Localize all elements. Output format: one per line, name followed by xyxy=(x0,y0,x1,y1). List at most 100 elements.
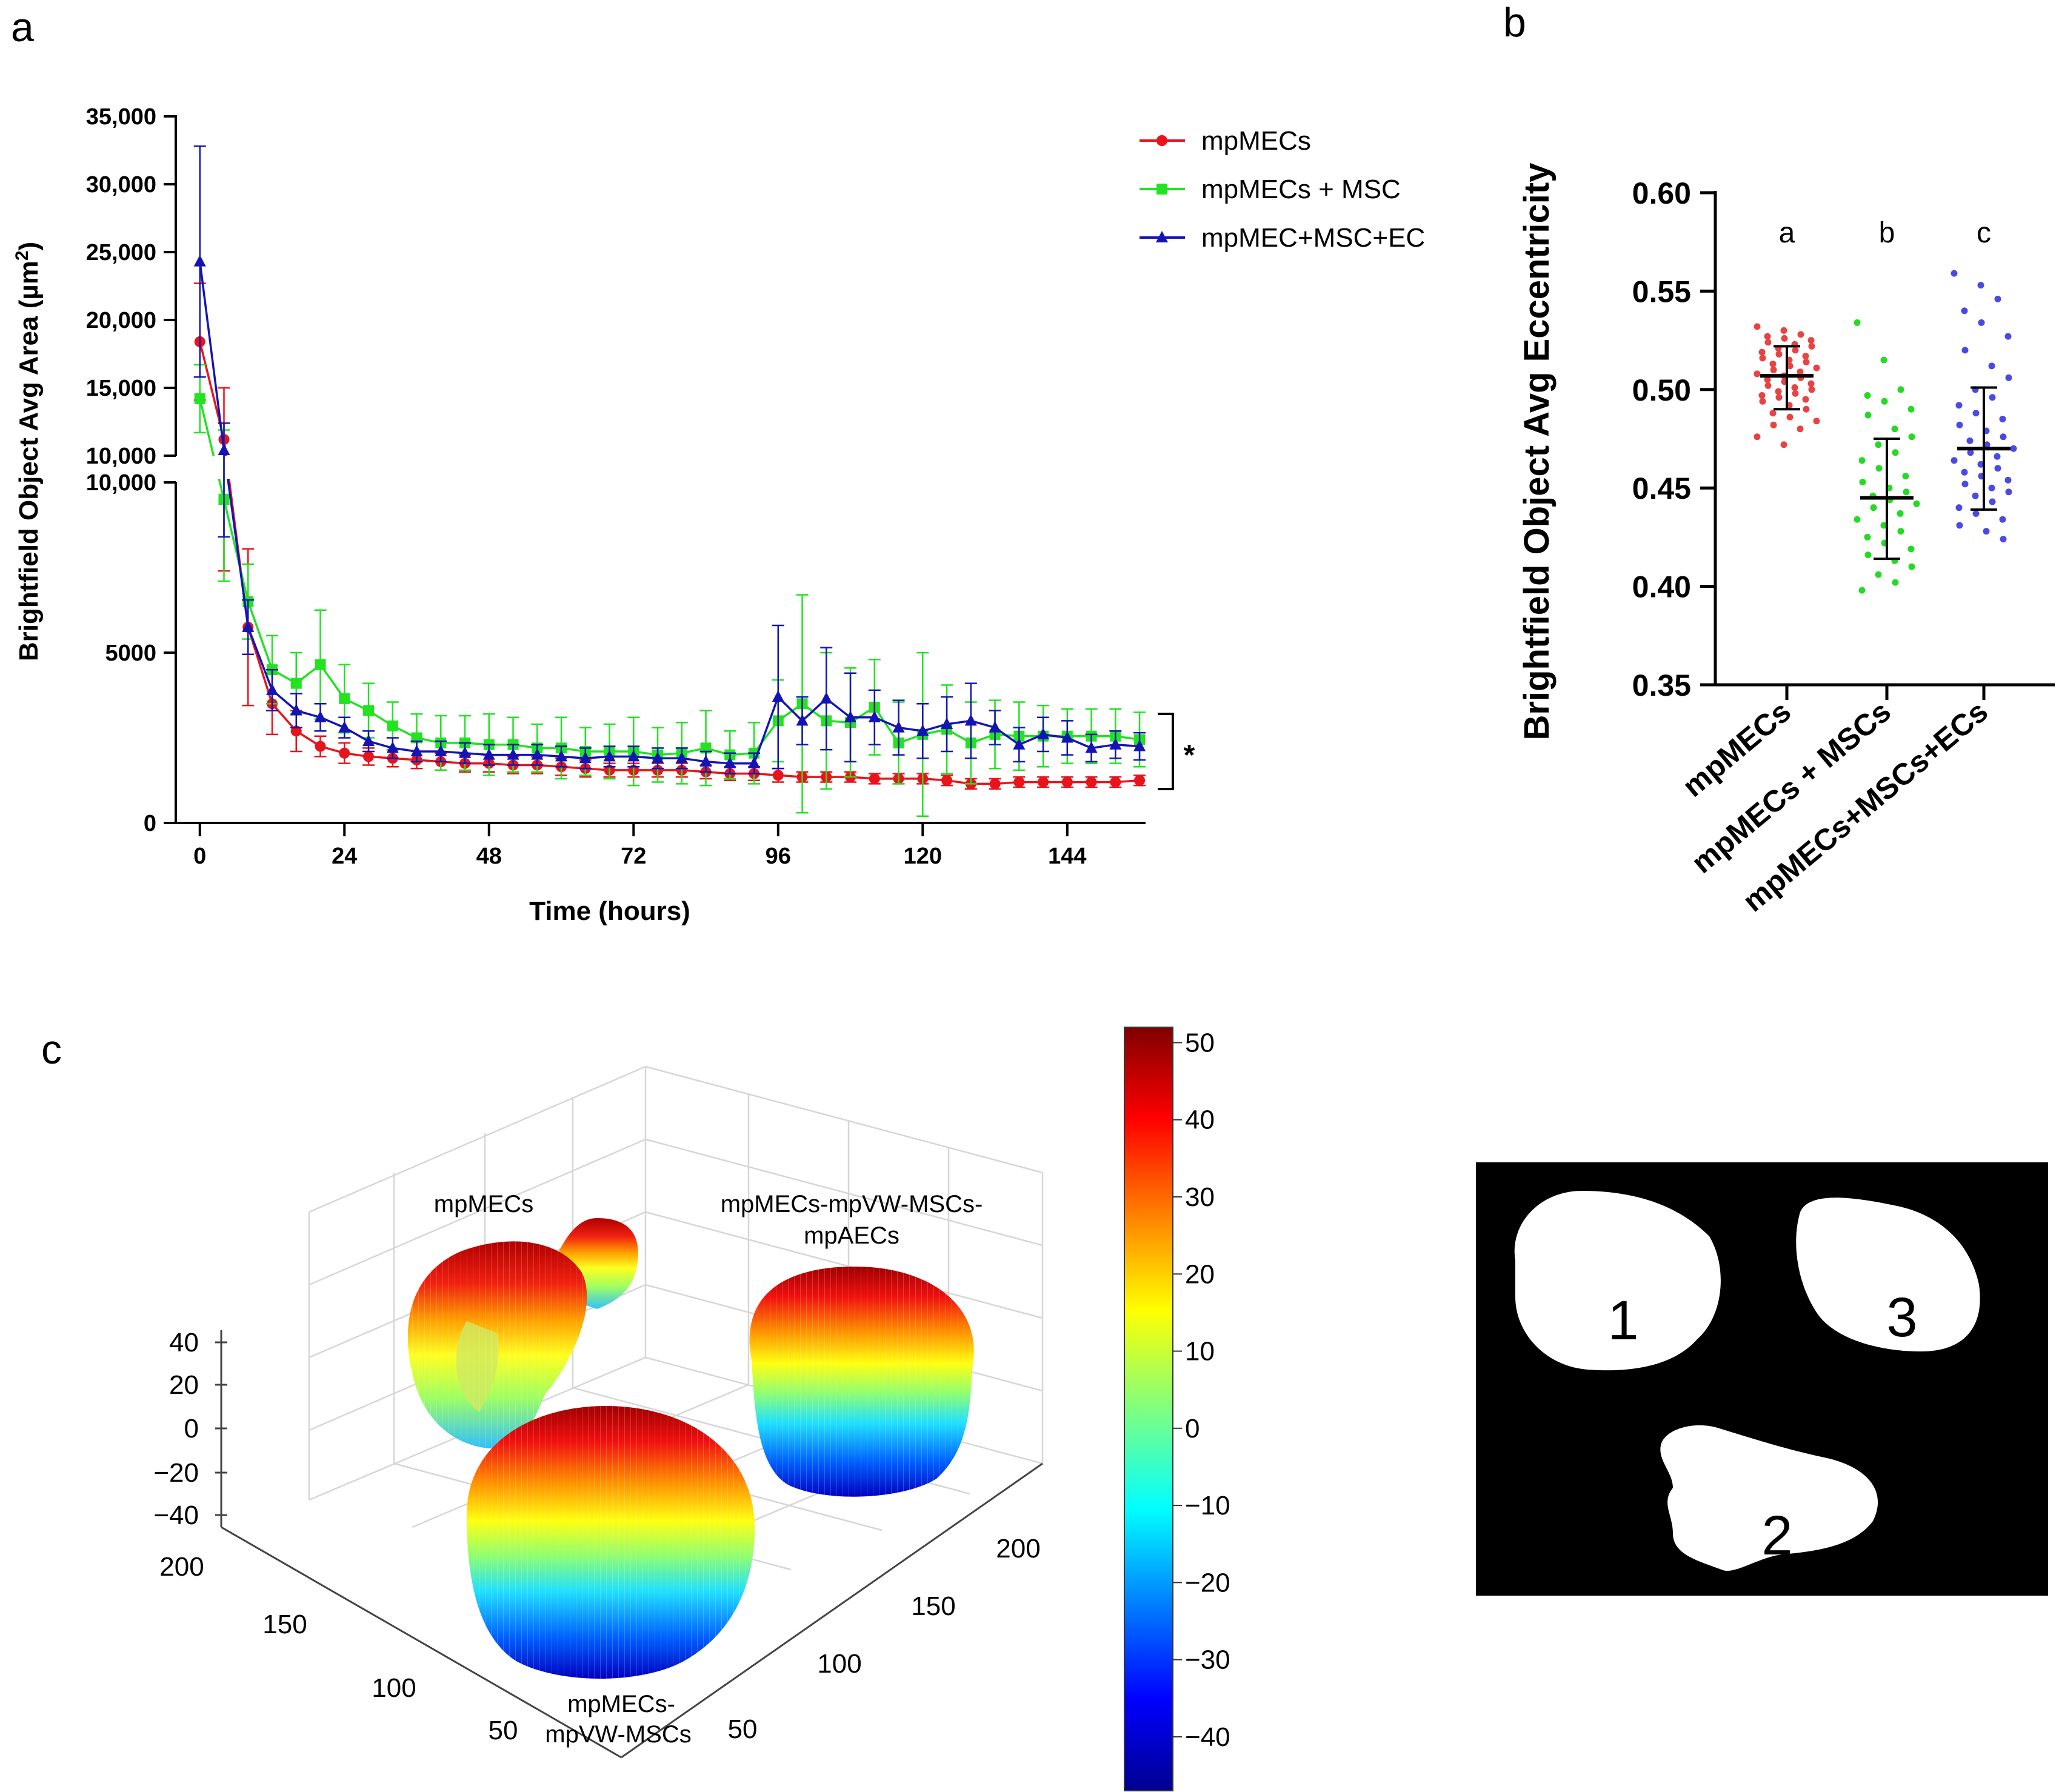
colorbar-tick-label: 40 xyxy=(1185,1105,1215,1135)
panel-letter-c: c xyxy=(41,1027,62,1073)
scatter-point xyxy=(1864,533,1871,541)
scatter-point xyxy=(1961,468,1968,476)
x-tick-label-c: 200 xyxy=(996,1534,1040,1564)
data-point xyxy=(555,750,568,762)
data-point xyxy=(1013,738,1026,750)
scatter-point xyxy=(1770,366,1777,373)
scatter-point xyxy=(1988,362,1995,370)
data-point xyxy=(844,710,857,722)
y-tick-label-c: 200 xyxy=(159,1552,204,1582)
scatter-point xyxy=(1913,500,1920,507)
scatter-point xyxy=(1802,396,1809,403)
scatter-point xyxy=(1875,571,1882,578)
data-point xyxy=(772,770,784,781)
scatter-point xyxy=(1754,370,1761,378)
scatter-point xyxy=(1775,350,1783,358)
x-tick-label-c: 50 xyxy=(728,1714,758,1744)
scatter-point xyxy=(1994,453,2001,460)
data-point xyxy=(989,721,1001,733)
x-tick-label: 48 xyxy=(476,844,502,869)
scatter-point xyxy=(2004,476,2012,484)
y-tick-label-upper: 15,000 xyxy=(86,376,156,401)
scatter-point xyxy=(1989,394,1996,401)
panel-letter-a: a xyxy=(11,4,34,50)
scatter-point xyxy=(1880,522,1887,529)
significance-star: * xyxy=(1184,739,1195,771)
colorbar-tick-label: −40 xyxy=(1185,1722,1230,1752)
mask-object-3 xyxy=(1796,1197,1980,1351)
scatter-point xyxy=(1759,398,1766,405)
scatter-point xyxy=(1792,390,1799,397)
data-point xyxy=(869,773,880,784)
data-point xyxy=(193,255,206,267)
legend-label: mpMECs xyxy=(1201,126,1311,156)
scatter-point xyxy=(1956,522,1963,529)
data-point xyxy=(507,748,519,760)
scatter-point xyxy=(1908,563,1915,570)
scatter-point xyxy=(1803,405,1810,413)
data-point xyxy=(315,741,326,752)
scatter-point xyxy=(1977,461,1984,468)
data-point xyxy=(339,747,350,759)
z-tick-label: −40 xyxy=(153,1501,199,1530)
scatter-point xyxy=(1955,402,1963,409)
y-tick-label-lower: 5000 xyxy=(105,641,156,666)
scatter-point xyxy=(1988,484,1995,491)
scatter-point xyxy=(1961,307,1968,315)
scatter-point xyxy=(2000,536,2007,543)
colorbar-tick-label: 10 xyxy=(1185,1337,1215,1367)
y-tick-label-b: 0.35 xyxy=(1632,668,1691,702)
data-point xyxy=(748,756,761,768)
data-point xyxy=(1086,776,1097,788)
scatter-point xyxy=(1999,516,2006,523)
data-point xyxy=(218,444,230,456)
x-tick-label: 72 xyxy=(621,844,646,869)
scatter-point xyxy=(1907,545,1915,553)
y-tick-label-upper: 20,000 xyxy=(86,308,156,333)
scatter-point xyxy=(1764,339,1772,346)
scatter-point xyxy=(1813,418,1820,425)
scatter-point xyxy=(1759,355,1766,362)
scatter-point xyxy=(2010,445,2017,452)
scatter-point xyxy=(1758,348,1766,356)
z-tick-label: 40 xyxy=(169,1328,199,1357)
x-tick-label: 96 xyxy=(766,844,791,869)
data-point xyxy=(820,691,833,704)
data-point xyxy=(386,741,399,753)
significance-letter: b xyxy=(1879,217,1895,249)
group-0 xyxy=(1754,323,1820,448)
z-tick-label: −20 xyxy=(153,1458,199,1488)
scatter-point xyxy=(1880,356,1887,364)
data-point xyxy=(989,778,1001,790)
scatter-point xyxy=(1951,457,1958,464)
data-point xyxy=(1013,776,1025,788)
scatter-point xyxy=(1859,478,1866,485)
y-tick-label-b: 0.55 xyxy=(1632,275,1691,308)
surface-mpmecs xyxy=(407,1218,638,1449)
y-tick-label-b: 0.45 xyxy=(1632,471,1691,505)
scatter-point xyxy=(1807,380,1815,387)
scatter-point xyxy=(1989,498,1996,505)
x-tick-label: 120 xyxy=(904,844,942,869)
data-point xyxy=(1109,738,1122,750)
scatter-point xyxy=(1864,392,1871,399)
panel-letter-b: b xyxy=(1503,0,1526,45)
y-tick-label-lower: 0 xyxy=(144,811,156,836)
data-point xyxy=(603,750,616,762)
y-axis-title-a: Brightfield Object Avg Area (µm2) xyxy=(12,242,44,661)
scatter-point xyxy=(1808,386,1815,393)
series-mpmecs-msc xyxy=(193,364,1146,818)
scatter-point xyxy=(1908,433,1915,441)
scatter-point xyxy=(1972,492,1979,499)
scatter-point xyxy=(1797,368,1804,376)
scatter-point xyxy=(1775,388,1782,395)
series-mpmec-msc-ec xyxy=(193,145,1146,774)
scatter-point xyxy=(1754,433,1761,441)
data-point xyxy=(675,751,688,764)
scatter-point xyxy=(1897,386,1904,393)
colorbar xyxy=(1124,1027,1173,1791)
data-point xyxy=(242,620,255,632)
mask-label-1: 1 xyxy=(1607,1290,1638,1351)
data-point xyxy=(1061,776,1073,788)
